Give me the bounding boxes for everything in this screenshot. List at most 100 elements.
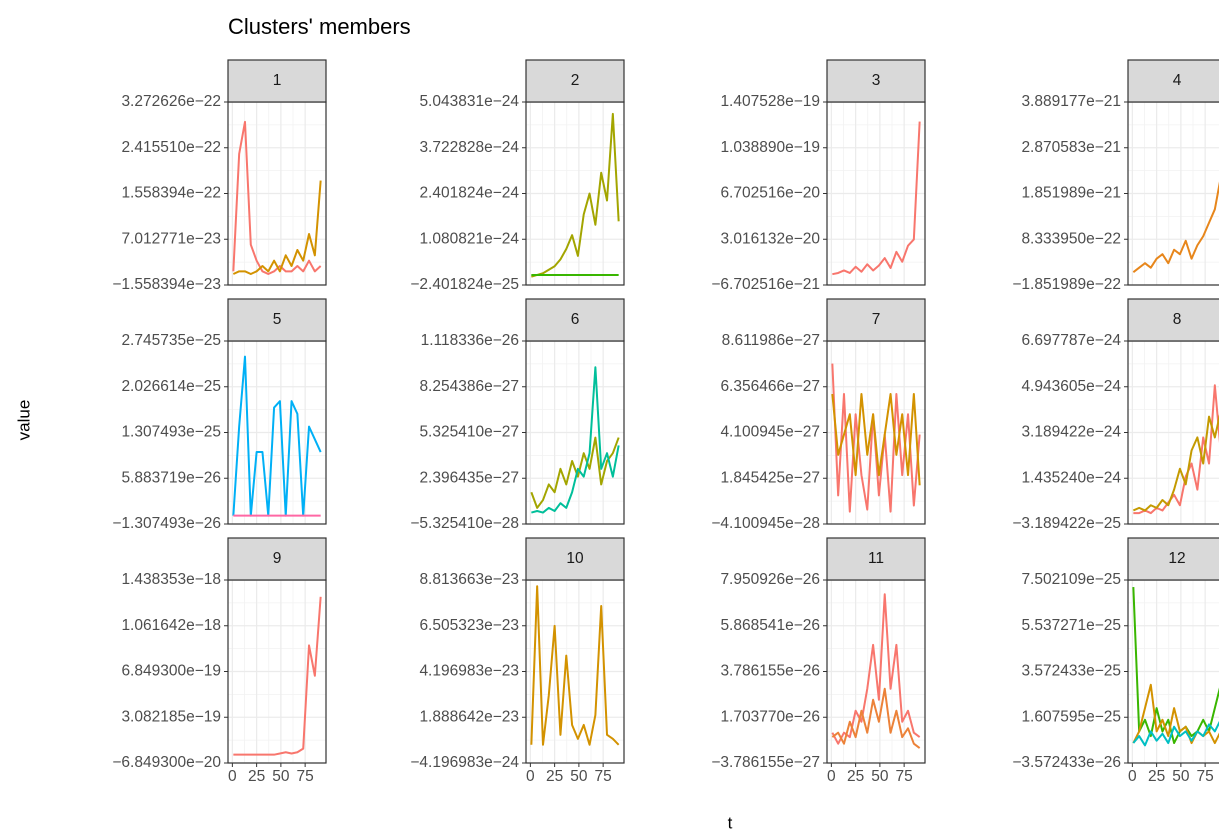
y-tick-label: 3.889177e−21 bbox=[1021, 93, 1121, 110]
series-line bbox=[1133, 384, 1219, 515]
x-tick-label: 50 bbox=[1172, 768, 1190, 785]
y-tick-label: −1.851989e−22 bbox=[1012, 276, 1121, 293]
strip bbox=[826, 537, 926, 581]
y-tick-label: 3.572433e−25 bbox=[1021, 663, 1121, 680]
panel: −1.307493e−26 5.883719e−26 1.307493e−25 2.0… bbox=[112, 298, 327, 532]
strip-label: 4 bbox=[1173, 72, 1182, 89]
y-tick-label: 3.722828e−24 bbox=[419, 139, 519, 156]
y-tick-label: 6.702516e−20 bbox=[720, 185, 820, 202]
x-tick-label: 0 bbox=[526, 768, 535, 785]
panel: −1.558394e−23 7.012771e−23 1.558394e−22 2.4… bbox=[112, 59, 327, 293]
strip bbox=[1127, 537, 1219, 581]
strip-label: 3 bbox=[872, 72, 881, 89]
y-tick-label: 8.254386e−27 bbox=[419, 378, 519, 395]
y-tick-label: 2.396435e−27 bbox=[419, 469, 519, 486]
strip-label: 5 bbox=[273, 311, 282, 328]
panel: −6.702516e−21 3.016132e−20 6.702516e−20 1.0… bbox=[711, 59, 926, 293]
y-tick-label: 8.813663e−23 bbox=[419, 571, 519, 588]
chart-title: Clusters' members bbox=[228, 14, 411, 39]
y-tick-label: 1.118336e−26 bbox=[421, 332, 519, 349]
panel: −2.401824e−25 1.080821e−24 2.401824e−24 3.7… bbox=[410, 59, 625, 293]
strip-label: 2 bbox=[571, 72, 580, 89]
x-tick-label: 75 bbox=[595, 768, 612, 785]
strip-label: 7 bbox=[872, 311, 881, 328]
x-tick-label: 75 bbox=[297, 768, 314, 785]
series-line bbox=[530, 585, 620, 746]
strip-label: 8 bbox=[1173, 311, 1182, 328]
strip-label: 11 bbox=[868, 550, 884, 567]
series-line bbox=[831, 392, 921, 486]
y-tick-label: 3.189422e−24 bbox=[1021, 424, 1121, 441]
x-axis-label: t bbox=[728, 813, 733, 832]
y-tick-label: 1.061642e−18 bbox=[121, 617, 221, 634]
series-line bbox=[831, 687, 921, 749]
y-tick-label: −3.572433e−26 bbox=[1012, 754, 1121, 771]
x-tick-label: 50 bbox=[871, 768, 889, 785]
y-tick-label: 1.607595e−25 bbox=[1021, 708, 1121, 725]
y-tick-label: 7.012771e−23 bbox=[121, 230, 221, 247]
x-tick-label: 25 bbox=[1148, 768, 1165, 785]
x-tick-label: 50 bbox=[272, 768, 290, 785]
y-tick-label: 5.537271e−25 bbox=[1021, 617, 1121, 634]
y-tick-label: 8.611986e−27 bbox=[722, 332, 820, 349]
series-line bbox=[1132, 720, 1219, 747]
panel: −5.325410e−28 2.396435e−27 5.325410e−27 8.2… bbox=[410, 298, 625, 532]
strip-label: 12 bbox=[1168, 550, 1185, 567]
series-line bbox=[832, 121, 921, 276]
panel: −3.189422e−25 1.435240e−24 3.189422e−24 4.9… bbox=[1012, 298, 1219, 532]
strip-label: 10 bbox=[566, 550, 584, 567]
series-line bbox=[1132, 414, 1219, 512]
y-tick-label: 5.868541e−26 bbox=[720, 617, 820, 634]
x-tick-label: 25 bbox=[248, 768, 265, 785]
strip bbox=[227, 537, 327, 581]
y-tick-label: 1.307493e−25 bbox=[121, 424, 221, 441]
series-line bbox=[531, 366, 620, 514]
y-tick-label: 2.415510e−22 bbox=[121, 139, 221, 156]
strip-label: 9 bbox=[273, 550, 282, 567]
y-tick-label: −1.558394e−23 bbox=[112, 276, 221, 293]
strip bbox=[1127, 59, 1219, 103]
x-tick-label: 25 bbox=[847, 768, 864, 785]
y-tick-label: 4.100945e−27 bbox=[720, 424, 820, 441]
y-tick-label: −2.401824e−25 bbox=[410, 276, 519, 293]
y-tick-label: −6.849300e−20 bbox=[112, 754, 221, 771]
panel: −1.851989e−22 8.333950e−22 1.851989e−21 2.8… bbox=[1012, 59, 1219, 293]
y-tick-label: 3.272626e−22 bbox=[121, 93, 221, 110]
y-tick-label: 1.851989e−21 bbox=[1021, 185, 1121, 202]
series-line bbox=[232, 180, 322, 276]
strip-label: 6 bbox=[571, 311, 580, 328]
series-line bbox=[1132, 586, 1219, 745]
series-line bbox=[531, 112, 620, 278]
series-line bbox=[1132, 181, 1219, 273]
y-tick-label: −1.307493e−26 bbox=[112, 515, 221, 532]
y-tick-label: 3.786155e−26 bbox=[720, 663, 820, 680]
x-tick-label: 25 bbox=[546, 768, 563, 785]
strip bbox=[227, 298, 327, 342]
y-tick-label: −5.325410e−28 bbox=[410, 515, 519, 532]
y-axis-label: value bbox=[14, 400, 33, 441]
panel: −6.849300e−20 3.082185e−19 6.849300e−19 1.0… bbox=[112, 537, 327, 785]
strip bbox=[227, 59, 327, 103]
y-tick-label: 1.438353e−18 bbox=[121, 571, 221, 588]
panel: −3.786155e−27 1.703770e−26 3.786155e−26 5.8… bbox=[711, 537, 926, 785]
y-tick-label: 2.401824e−24 bbox=[419, 185, 519, 202]
series-line bbox=[233, 596, 322, 756]
y-tick-label: 8.333950e−22 bbox=[1021, 230, 1121, 247]
strip bbox=[525, 59, 625, 103]
y-tick-label: −3.786155e−27 bbox=[711, 754, 820, 771]
y-tick-label: 1.558394e−22 bbox=[121, 185, 221, 202]
y-tick-label: −3.189422e−25 bbox=[1012, 515, 1121, 532]
strip bbox=[525, 298, 625, 342]
series-line bbox=[232, 120, 322, 276]
x-tick-label: 0 bbox=[1128, 768, 1137, 785]
y-tick-label: 3.016132e−20 bbox=[720, 230, 820, 247]
y-tick-label: 5.883719e−26 bbox=[121, 469, 221, 486]
series-line bbox=[232, 355, 322, 517]
strip-label: 1 bbox=[273, 72, 282, 89]
panel: −4.196983e−24 1.888642e−23 4.196983e−23 6.5… bbox=[410, 537, 625, 785]
y-tick-label: 2.870583e−21 bbox=[1021, 139, 1121, 156]
y-tick-label: 1.888642e−23 bbox=[419, 708, 519, 725]
x-tick-label: 50 bbox=[570, 768, 588, 785]
y-tick-label: 7.950926e−26 bbox=[720, 571, 820, 588]
